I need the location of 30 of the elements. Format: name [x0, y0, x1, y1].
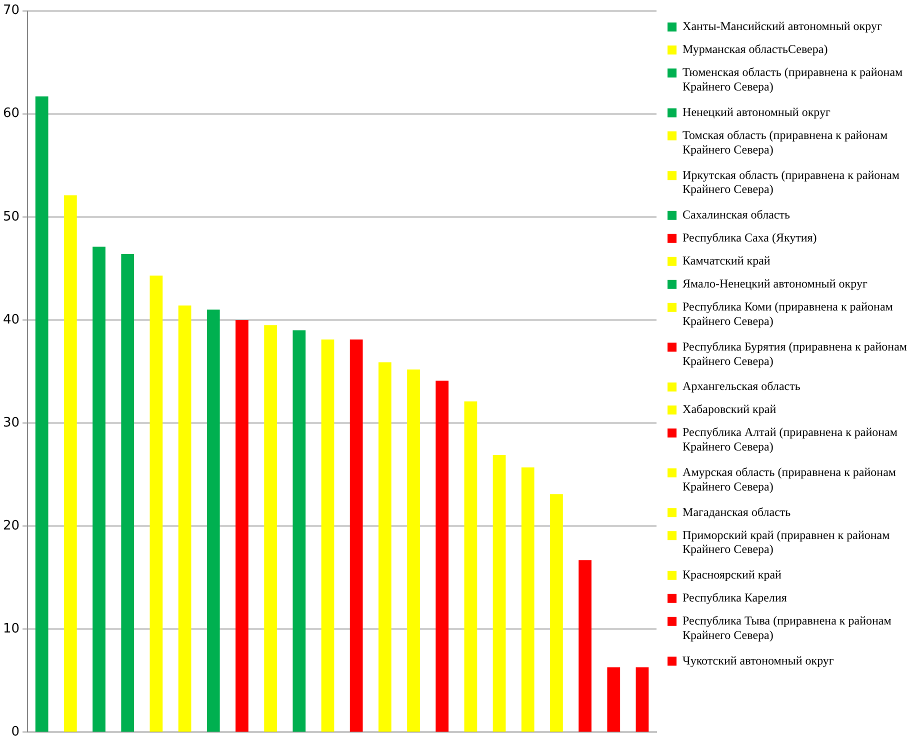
- y-tick-label: 40: [2, 312, 20, 328]
- legend-label: Сахалинская область: [682, 208, 790, 222]
- legend-label: Красноярский край: [682, 568, 782, 582]
- legend-label: Республика Саха (Якутия): [682, 230, 817, 245]
- y-tick-label: 30: [2, 415, 20, 430]
- legend-label: Республика Бурятия (приравнена к районам Крайнего Севера): [682, 339, 908, 368]
- legend-label: Архангельская область: [682, 379, 801, 394]
- legend-label: Республика Тыва (приравнена к районам Крайнего Севера): [682, 614, 892, 642]
- legend-label: Магаданская область: [682, 504, 792, 519]
- legend-label: Республика Алтай (приравнена к районам Крайнего Севера): [682, 425, 898, 454]
- y-tick-label: 70: [2, 3, 20, 18]
- legend-label: Республика Коми (приравнена к районам Крайнего Севера): [682, 300, 894, 328]
- legend-label: Амурская область (приравнена к районам Крайнего Севера): [682, 464, 896, 494]
- legend-label: Иркутская область (приравнена к районам Крайнего Севера): [682, 168, 900, 196]
- legend-label: Мурманская областьСевера): [682, 42, 828, 56]
- legend-label: Камчатский край: [682, 254, 771, 268]
- legend-label: Ямало-Ненецкий автономный округ: [682, 276, 868, 291]
- legend-label: Хабаровский край: [682, 402, 777, 416]
- y-tick-label: 0: [11, 724, 20, 740]
- legend-label: Тюменская область (приравнена к районам Крайнего Севера): [682, 65, 904, 94]
- y-tick-label: 50: [2, 209, 20, 224]
- legend-label: Республика Карелия: [682, 590, 788, 605]
- y-tick-label: 20: [2, 518, 20, 534]
- legend-label: Томская область (приравнена к районам Крайнего Севера): [682, 128, 888, 156]
- legend-label: Чукотский автономный округ: [682, 653, 834, 668]
- legend-label: Ханты-Мансийский автономный округ: [682, 19, 882, 34]
- legend-label: Приморский край (приравнен к районам Крайнего Севера): [682, 528, 890, 556]
- y-tick-label: 10: [2, 622, 20, 637]
- legend-label: Ненецкий автономный округ: [682, 104, 831, 119]
- y-tick-label: 60: [2, 106, 20, 122]
